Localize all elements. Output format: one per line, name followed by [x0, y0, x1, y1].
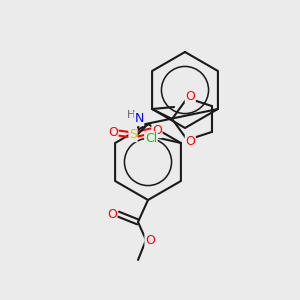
Text: O: O	[185, 90, 195, 103]
Text: N: N	[134, 112, 144, 125]
Text: O: O	[145, 235, 155, 248]
Text: Cl: Cl	[145, 131, 157, 145]
Text: H: H	[127, 110, 135, 120]
Text: O: O	[107, 208, 117, 220]
Text: O: O	[185, 135, 195, 148]
Text: O: O	[152, 124, 162, 137]
Text: S: S	[129, 128, 137, 142]
Text: O: O	[108, 127, 118, 140]
